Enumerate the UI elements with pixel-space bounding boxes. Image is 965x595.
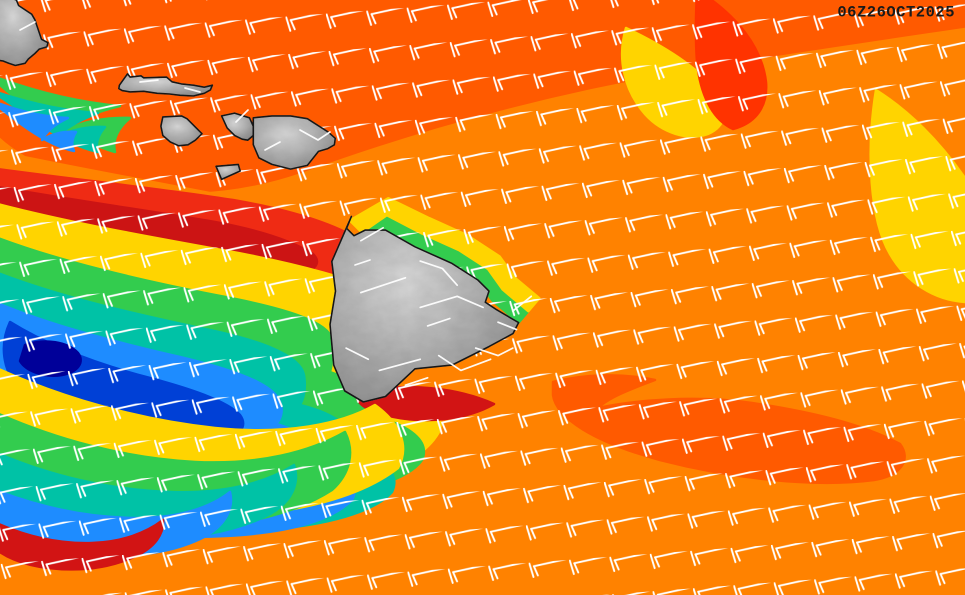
svg-text:06Z26OCT2025: 06Z26OCT2025 xyxy=(837,4,955,22)
